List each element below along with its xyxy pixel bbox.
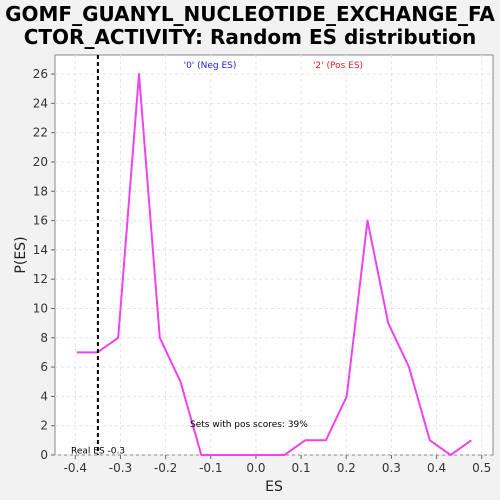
plot-area — [54, 54, 494, 456]
x-tick-label: 0.4 — [427, 461, 446, 475]
x-tick-label: -0.2 — [154, 461, 177, 475]
x-tick-label: 0.3 — [382, 461, 401, 475]
y-tick-label: 18 — [33, 184, 48, 198]
legend-entry: '2' (Pos ES) — [313, 61, 363, 71]
x-tick-label: 0.2 — [337, 461, 356, 475]
y-tick-label: 24 — [33, 96, 48, 110]
y-tick-label: 12 — [33, 272, 48, 286]
chart-title-line-2: CTOR_ACTIVITY: Random ES distribution — [24, 25, 477, 49]
y-tick-label: 14 — [33, 243, 48, 257]
y-tick-label: 20 — [33, 155, 48, 169]
y-tick-label: 2 — [40, 419, 48, 433]
pos-scores-annotation: Sets with pos scores: 39% — [190, 420, 308, 430]
y-tick-label: 8 — [40, 331, 48, 345]
es-distribution-line — [76, 73, 472, 456]
y-tick-label: 6 — [40, 360, 48, 374]
series-layer — [76, 73, 472, 456]
y-tick-label: 0 — [40, 448, 48, 462]
x-axis: -0.4 -0.3 -0.2 -0.1 0.0 0.1 0.2 0.3 0.4 0.5 — [64, 455, 491, 475]
y-tick-label: 16 — [33, 214, 48, 228]
y-tick-label: 4 — [40, 389, 48, 403]
x-tick-label: 0.0 — [246, 461, 265, 475]
legend: '0' (Neg ES) '2' (Pos ES) — [184, 61, 363, 71]
x-tick-label: 0.1 — [292, 461, 311, 475]
chart-title-line-1: GOMF_GUANYL_NUCLEOTIDE_EXCHANGE_FA — [5, 2, 495, 26]
legend-entry: '0' (Neg ES) — [184, 61, 237, 71]
real-es-label: Real ES -0.3 — [71, 447, 125, 457]
y-tick-label: 22 — [33, 126, 48, 140]
y-tick-label: 10 — [33, 301, 48, 315]
x-tick-label: -0.1 — [199, 461, 222, 475]
x-tick-label: 0.5 — [472, 461, 491, 475]
x-axis-label: ES — [265, 479, 283, 495]
x-tick-label: -0.4 — [64, 461, 87, 475]
x-tick-label: -0.3 — [109, 461, 132, 475]
y-tick-label: 26 — [33, 67, 48, 81]
y-axis-label: P(ES) — [13, 236, 29, 273]
